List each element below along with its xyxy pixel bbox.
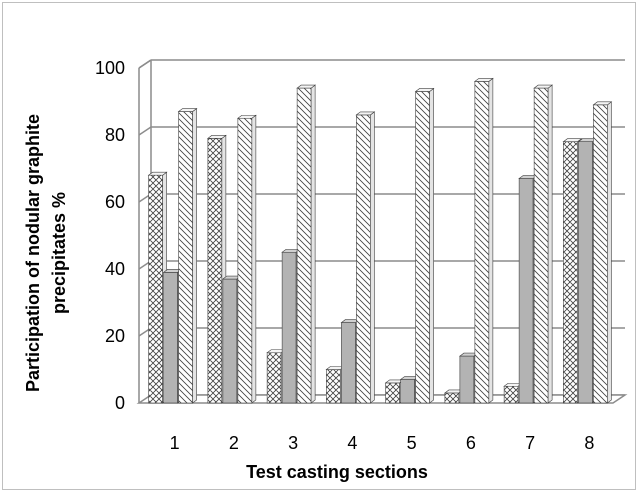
bars <box>147 77 613 404</box>
bar-front <box>533 87 549 404</box>
bar-front <box>148 174 163 404</box>
bar-front <box>341 322 356 404</box>
bar-front <box>178 111 193 404</box>
bar-chart: 0 20 40 60 80 100 1 2 3 4 5 6 7 8 Participation of n… <box>23 58 628 482</box>
bar-front <box>474 81 490 404</box>
bar-section-5-series-3 <box>414 87 435 404</box>
bar-top <box>206 135 227 139</box>
x-tick-label-5: 5 <box>407 433 417 453</box>
bar-top <box>414 88 435 92</box>
bar-top <box>236 114 257 119</box>
y-tick-label: 40 <box>105 259 125 279</box>
bar-side <box>429 87 434 404</box>
bar-front <box>593 104 608 404</box>
bar-front <box>237 117 253 404</box>
bar-top <box>533 84 554 89</box>
bar-front <box>296 87 312 404</box>
bar-section-3-series-3 <box>296 84 317 404</box>
bar-front <box>400 379 415 404</box>
y-tick-label: 20 <box>105 326 125 346</box>
bar-section-6-series-3 <box>473 77 494 404</box>
chart-frame: 0 20 40 60 80 100 1 2 3 4 5 6 7 8 Participation of n… <box>2 2 636 490</box>
y-tick-label: 0 <box>115 393 125 413</box>
bar-side <box>370 111 375 404</box>
bar-side <box>488 77 494 404</box>
y-tick-label: 60 <box>105 192 125 212</box>
bar-top <box>562 138 583 142</box>
bar-section-2-series-3 <box>236 114 257 404</box>
bar-front <box>444 392 460 404</box>
x-axis-label: Test casting sections <box>246 462 428 482</box>
bar-top <box>147 171 168 176</box>
bar-front <box>415 91 430 404</box>
y-axis-label-line-1: Participation of nodular graphite <box>23 114 43 392</box>
bar-top <box>177 108 198 112</box>
bar-side <box>607 101 612 404</box>
bar-front <box>503 385 519 404</box>
bar-front <box>207 138 223 404</box>
x-tick-label-4: 4 <box>347 433 357 453</box>
bar-side <box>547 84 553 404</box>
bar-side <box>310 84 316 404</box>
x-tick-label-3: 3 <box>288 433 298 453</box>
bar-front <box>385 382 400 404</box>
bar-front <box>281 251 297 404</box>
x-tick-label-7: 7 <box>525 433 535 453</box>
bar-section-4-series-3 <box>355 111 376 404</box>
bar-front <box>266 352 282 404</box>
bar-section-1-series-3 <box>177 107 198 404</box>
x-tick-label-2: 2 <box>229 433 239 453</box>
bar-front <box>222 278 238 404</box>
bar-section-8-series-3 <box>592 101 613 404</box>
bar-front <box>578 141 593 404</box>
bar-front <box>459 355 475 404</box>
bar-front <box>518 178 534 404</box>
x-tick-label-6: 6 <box>466 433 476 453</box>
gridline-side <box>138 59 152 69</box>
bar-front <box>163 272 178 404</box>
y-axis-label-line-2: precipitates % <box>49 192 69 314</box>
bar-side <box>192 107 197 404</box>
y-tick-label: 100 <box>95 58 125 78</box>
bar-top <box>592 101 613 106</box>
bar-front <box>563 141 578 404</box>
gridline-side <box>138 126 152 136</box>
bar-front <box>326 369 341 404</box>
bar-top <box>473 78 494 82</box>
bar-top <box>296 84 317 89</box>
bar-section-7-series-3 <box>533 84 554 404</box>
y-tick-labels: 0 20 40 60 80 100 <box>95 58 125 413</box>
x-tick-label-8: 8 <box>584 433 594 453</box>
bar-front <box>356 114 371 404</box>
x-tick-labels: 1 2 3 4 5 6 7 8 <box>170 433 595 453</box>
bar-side <box>251 114 257 404</box>
bar-top <box>355 111 376 116</box>
x-tick-label-1: 1 <box>170 433 180 453</box>
y-tick-label: 80 <box>105 125 125 145</box>
